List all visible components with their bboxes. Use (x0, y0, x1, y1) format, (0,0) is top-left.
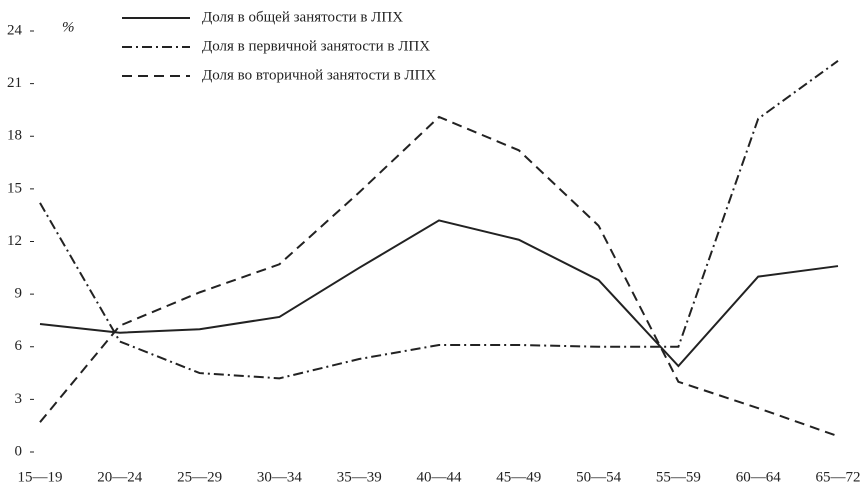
legend-label: Доля во вторичной занятости в ЛПХ (202, 67, 436, 83)
x-tick-label: 25—29 (177, 469, 222, 485)
y-tick-label: 18 (7, 128, 22, 144)
y-unit: % (62, 19, 75, 35)
x-tick-label: 60—64 (736, 469, 782, 485)
x-tick-label: 45—49 (496, 469, 541, 485)
series-line (39, 115, 839, 438)
x-tick-label: 15—19 (18, 469, 63, 485)
x-tick-label: 50—54 (576, 469, 622, 485)
y-tick-label: 15 (7, 180, 22, 196)
y-tick-label: 12 (7, 233, 22, 249)
x-tick-label: 65—72 (816, 469, 861, 485)
y-tick-label: 0 (15, 443, 23, 459)
y-tick-label: 24 (7, 22, 23, 38)
x-tick-label: 20—24 (97, 469, 143, 485)
y-tick-label: 21 (7, 75, 22, 91)
legend-label: Доля в первичной занятости в ЛПХ (202, 38, 430, 54)
series-line (39, 219, 839, 368)
y-tick-label: 6 (15, 338, 23, 354)
series-line (39, 60, 839, 380)
x-tick-label: 30—34 (257, 469, 303, 485)
x-tick-label: 55—59 (656, 469, 701, 485)
y-tick-label: 3 (15, 391, 23, 407)
x-tick-label: 35—39 (337, 469, 382, 485)
x-tick-label: 40—44 (417, 469, 463, 485)
y-tick-label: 9 (15, 286, 23, 302)
legend-label: Доля в общей занятости в ЛПХ (202, 9, 403, 25)
